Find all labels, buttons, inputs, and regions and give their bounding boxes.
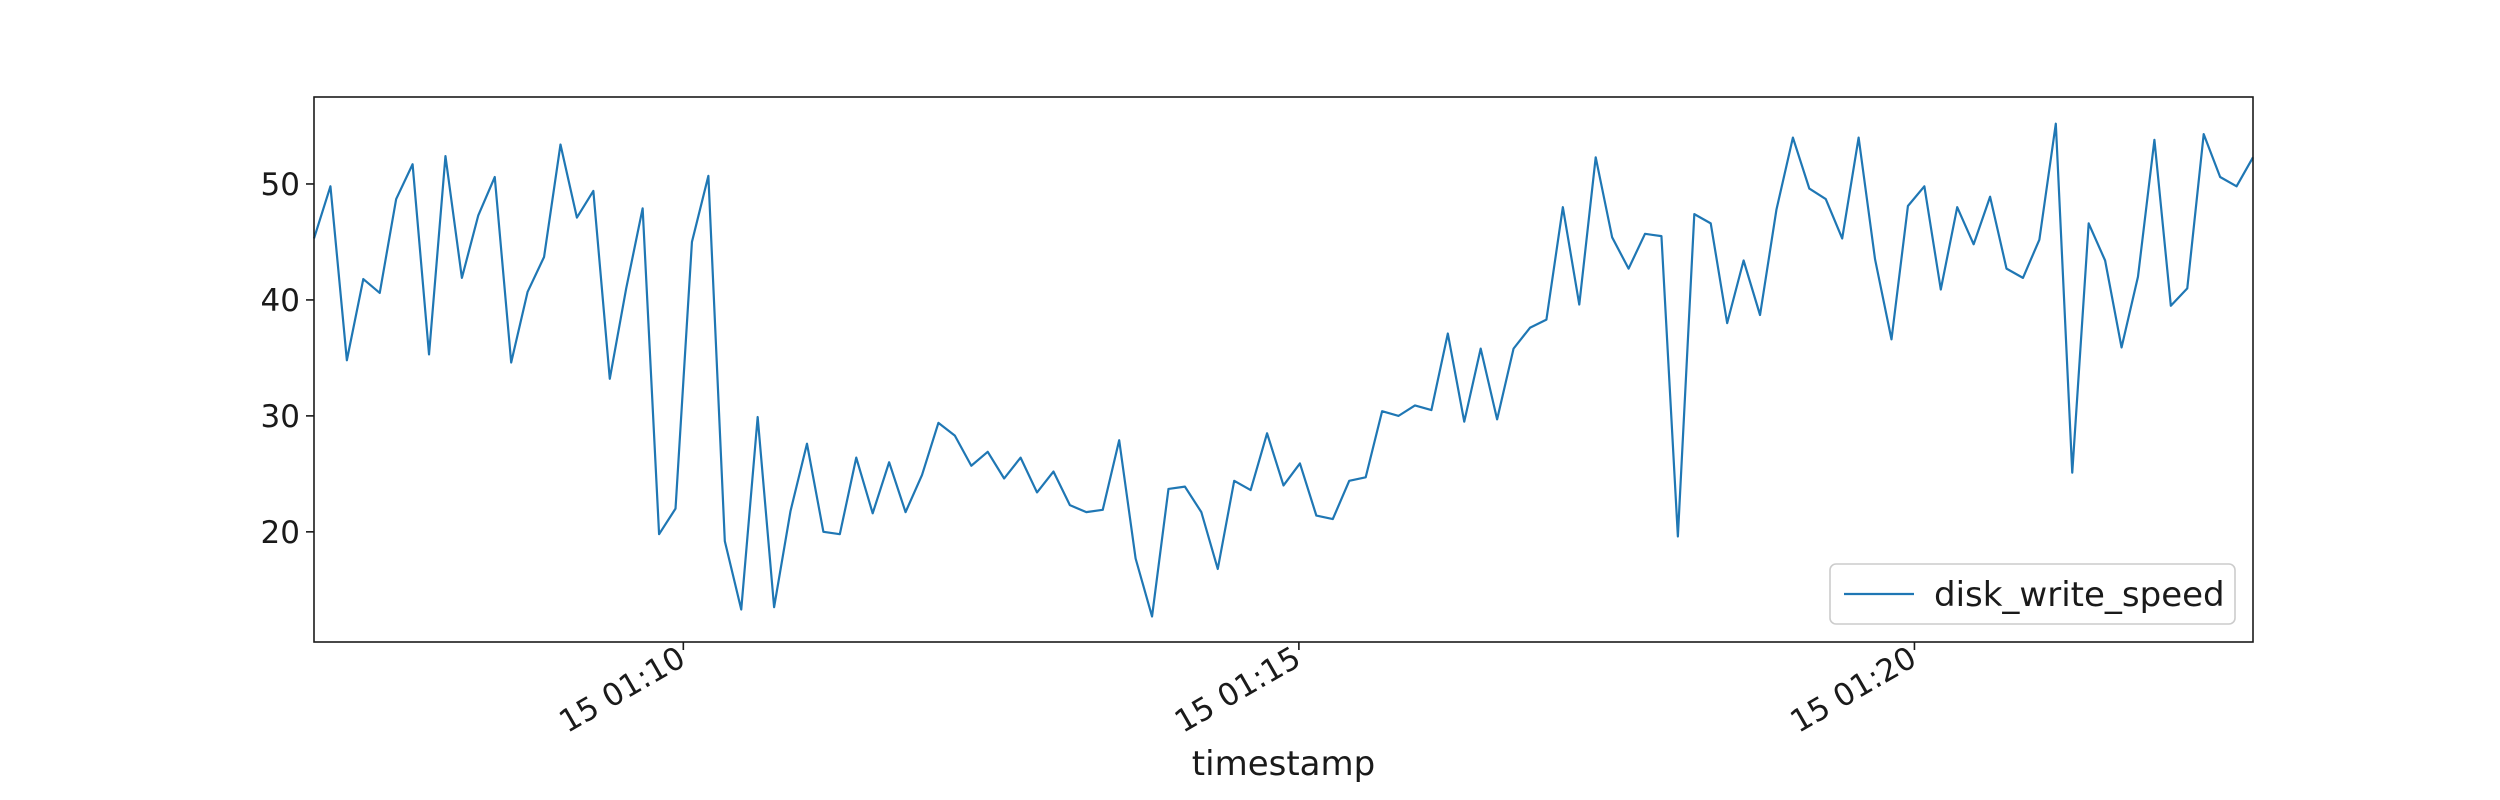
x-tick-label-2: 15 01:20 (1784, 640, 1922, 740)
y-tick-label-30: 30 (261, 399, 300, 435)
y-tick-label-20: 20 (261, 515, 300, 551)
series-line-disk-write-speed (312, 122, 2254, 618)
y-tick-label-50: 50 (261, 167, 300, 203)
x-axis-label: timestamp (1192, 744, 1375, 784)
plot-frame (313, 96, 2254, 643)
x-axis: 15 01:10 15 01:15 15 01:20 (553, 640, 1922, 740)
legend-entry-disk-write-speed: disk_write_speed (1934, 575, 2225, 615)
y-tick-label-40: 40 (261, 283, 300, 319)
plot-area (312, 122, 2254, 618)
x-tick-label-1: 15 01:15 (1169, 640, 1307, 740)
legend-box (1829, 563, 2236, 625)
x-tick-label-0: 15 01:10 (553, 640, 691, 740)
y-axis: 20 30 40 50 (261, 167, 314, 551)
legend: disk_write_speed (1829, 563, 2236, 625)
